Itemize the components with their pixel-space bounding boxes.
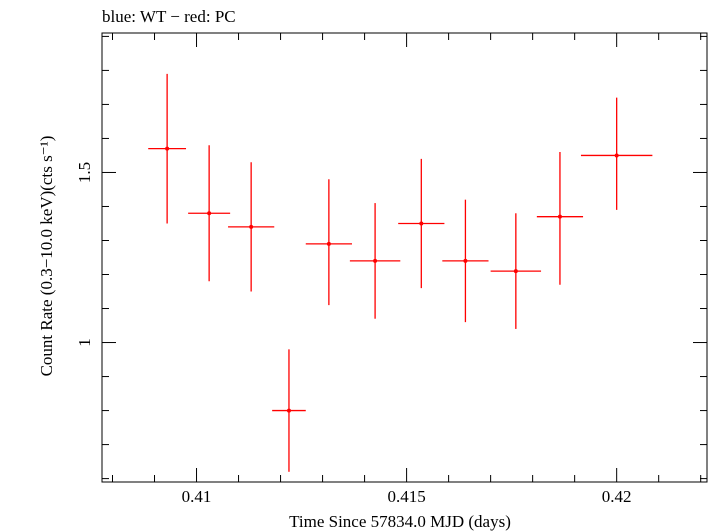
data-point: [442, 199, 489, 323]
x-tick-label: 0.42: [602, 487, 632, 506]
data-point: [398, 158, 445, 289]
point-marker: [373, 258, 378, 263]
data-point: [305, 179, 352, 306]
point-marker: [249, 224, 254, 229]
x-tick-label: 0.41: [182, 487, 212, 506]
data-point: [228, 162, 275, 292]
point-marker: [557, 214, 562, 219]
data-point: [580, 97, 653, 210]
x-tick-label: 0.415: [387, 487, 425, 506]
data-point: [536, 152, 584, 285]
plot-frame: [101, 32, 708, 483]
y-axis: 11.5: [75, 35, 707, 480]
y-axis-label: Count Rate (0.3−10.0 keV)(cts s⁻¹): [37, 136, 56, 377]
point-marker: [326, 241, 331, 246]
data-points: [148, 73, 653, 472]
data-point: [272, 349, 306, 472]
data-point: [188, 145, 231, 282]
x-axis: 0.41 0.415 0.42: [112, 33, 702, 506]
chart-title: blue: WT − red: PC: [102, 7, 236, 26]
data-point: [490, 213, 542, 329]
x-axis-label: Time Since 57834.0 MJD (days): [289, 512, 511, 531]
point-marker: [419, 221, 424, 226]
point-marker: [614, 153, 619, 158]
y-tick-label: 1: [75, 338, 94, 347]
point-marker: [463, 258, 468, 263]
point-marker: [513, 269, 518, 274]
point-marker: [286, 408, 291, 413]
data-point: [148, 73, 187, 224]
point-marker: [207, 211, 212, 216]
data-point: [349, 203, 401, 319]
y-tick-label: 1.5: [75, 162, 94, 183]
point-marker: [165, 146, 170, 151]
